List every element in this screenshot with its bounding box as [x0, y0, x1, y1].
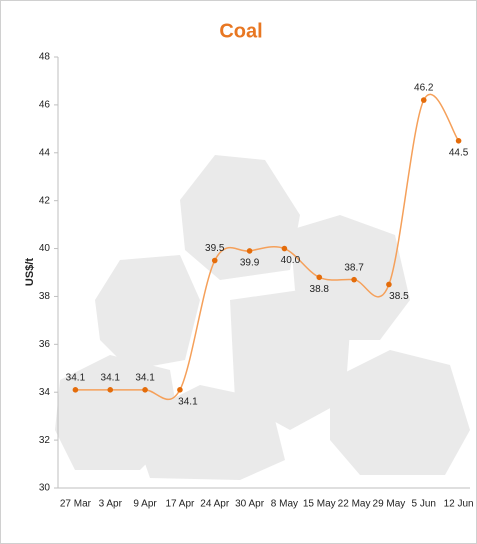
- marker: [177, 387, 183, 393]
- coal-background: [55, 155, 470, 480]
- marker: [455, 138, 462, 144]
- x-tick-label: 30 Apr: [235, 499, 265, 510]
- y-tick-label: 30: [39, 483, 51, 494]
- marker: [316, 274, 323, 281]
- y-tick-label: 44: [39, 147, 51, 158]
- marker: [281, 245, 288, 252]
- data-label: 46.2: [414, 83, 434, 94]
- marker: [142, 387, 148, 393]
- marker: [211, 257, 218, 264]
- data-label: 39.9: [240, 258, 260, 269]
- data-label: 44.5: [449, 147, 469, 158]
- data-label: 38.5: [389, 291, 409, 302]
- marker: [107, 387, 114, 393]
- x-tick-label: 5 Jun: [412, 499, 436, 510]
- data-label: 34.1: [135, 372, 155, 383]
- data-label: 38.7: [344, 262, 364, 273]
- y-tick-label: 42: [39, 195, 51, 206]
- data-label: 34.1: [66, 372, 86, 383]
- y-tick-label: 32: [39, 435, 51, 446]
- y-axis-title: US$/t: [24, 258, 36, 286]
- marker: [351, 276, 357, 283]
- y-tick-label: 48: [39, 52, 51, 63]
- y-tick-label: 46: [39, 100, 51, 111]
- y-tick-label: 40: [39, 243, 51, 254]
- chart-title: Coal: [219, 20, 262, 42]
- marker: [72, 387, 79, 393]
- x-tick-label: 8 May: [271, 499, 298, 510]
- data-label: 38.8: [310, 284, 330, 295]
- data-label: 34.1: [178, 396, 198, 407]
- marker: [386, 281, 392, 288]
- x-tick-label: 29 May: [373, 499, 406, 510]
- y-tick-label: 38: [39, 291, 51, 302]
- y-tick-label: 36: [39, 339, 51, 350]
- x-tick-label: 15 May: [303, 499, 336, 510]
- x-tick-label: 9 Apr: [133, 499, 157, 510]
- x-tick-label: 22 May: [338, 499, 371, 510]
- data-label: 40.0: [281, 255, 301, 266]
- marker: [246, 248, 253, 254]
- x-tick-label: 27 Mar: [60, 499, 92, 510]
- x-tick-label: 24 Apr: [200, 499, 230, 510]
- y-tick-label: 34: [39, 387, 51, 398]
- x-tick-label: 3 Apr: [99, 499, 123, 510]
- data-label: 39.5: [205, 243, 225, 254]
- x-tick-label: 17 Apr: [165, 499, 195, 510]
- x-tick-label: 12 Jun: [444, 499, 474, 510]
- data-label: 34.1: [101, 372, 121, 383]
- marker: [420, 97, 427, 103]
